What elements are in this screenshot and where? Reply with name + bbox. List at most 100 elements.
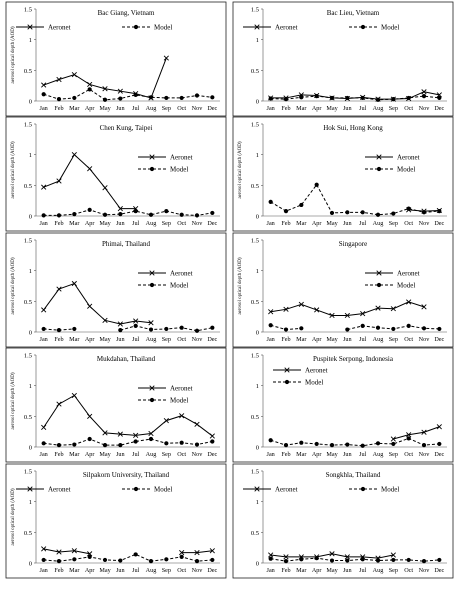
x-tick-label: Jun	[116, 567, 125, 574]
x-tick-label: Oct	[404, 220, 413, 227]
legend-model-label: Model	[154, 485, 172, 493]
legend-aeronet-marker	[27, 24, 33, 30]
x-tick-label: Jul	[359, 567, 367, 574]
aeronet-marker-stroke	[360, 554, 366, 560]
model-point	[133, 323, 138, 328]
aeronet-marker-stroke	[390, 306, 396, 312]
aeronet-point	[436, 424, 442, 430]
model-point	[133, 92, 138, 97]
aeronet-marker-stroke	[376, 270, 382, 276]
model-point	[118, 212, 123, 217]
aeronet-series-line	[43, 394, 213, 437]
legend-model-label: Model	[170, 165, 188, 173]
aeronet-marker-stroke	[149, 270, 155, 276]
aeronet-marker-stroke	[102, 185, 108, 191]
model-point	[437, 326, 442, 332]
chart-panel: 0 0.5 1 1.5 Jan Feb Mar Apr May Jun Jul Aug Sep Oct No…	[232, 116, 454, 232]
y-axis-label: aerosol optical depth (AOD)	[11, 488, 16, 545]
x-tick-label: Sep	[389, 220, 398, 227]
y-tick-label: 0.5	[24, 414, 32, 421]
x-tick-label: Oct	[177, 220, 186, 227]
aeronet-point	[298, 554, 304, 560]
legend-aeronet-label: Aeronet	[275, 485, 298, 493]
model-point	[210, 95, 215, 100]
aeronet-marker-stroke	[41, 546, 47, 552]
aeronet-point	[406, 432, 412, 438]
panel-title: Phimai, Thailand	[102, 240, 151, 248]
x-tick-label: Feb	[54, 220, 63, 227]
model-point	[148, 212, 154, 217]
y-tick-label: 1	[29, 383, 32, 390]
model-point	[391, 557, 396, 563]
y-tick-label: 0	[256, 214, 259, 221]
aeronet-marker-stroke	[360, 310, 366, 317]
legend-model-marker	[360, 486, 366, 492]
model-point	[283, 208, 289, 214]
model-point	[41, 213, 46, 218]
aeronet-marker-stroke	[133, 432, 139, 438]
x-tick-label: Apr	[312, 220, 322, 227]
y-tick-label: 1	[256, 268, 259, 275]
x-tick-label: Mar	[69, 451, 79, 458]
aeronet-marker-stroke	[194, 549, 200, 556]
aeronet-point	[268, 309, 274, 315]
y-tick-label: 0.5	[251, 299, 259, 306]
aeronet-point	[148, 430, 154, 437]
aeronet-marker-stroke	[283, 306, 289, 312]
aeronet-marker-stroke	[148, 320, 154, 326]
aeronet-point	[163, 55, 169, 61]
aeronet-point	[71, 548, 77, 554]
model-point	[299, 440, 304, 445]
x-tick-label: Apr	[312, 451, 322, 458]
model-point	[421, 93, 427, 99]
panel-frame	[5, 116, 227, 232]
legend-model-label: Model	[397, 165, 415, 173]
y-tick-label: 1.5	[251, 7, 259, 14]
aeronet-point	[56, 549, 62, 555]
x-tick-label: Oct	[177, 451, 186, 458]
model-point	[194, 213, 200, 218]
x-tick-label: Feb	[54, 105, 63, 112]
aeronet-marker-stroke	[117, 88, 123, 94]
x-tick-label: Oct	[177, 336, 186, 343]
aeronet-point	[163, 418, 169, 424]
aeronet-point	[406, 207, 412, 213]
legend-aeronet-label: Aeronet	[170, 269, 193, 277]
x-tick-label: Jun	[116, 451, 125, 458]
aeronet-marker-stroke	[149, 385, 155, 391]
aeronet-marker-stroke	[56, 76, 62, 83]
model-point	[329, 558, 335, 563]
aeronet-point	[375, 305, 381, 311]
x-tick-label: Dec	[207, 220, 217, 227]
x-tick-label: Jul	[132, 336, 140, 343]
x-tick-label: Dec	[207, 105, 217, 112]
aeronet-marker-stroke	[87, 166, 93, 172]
aeronet-point	[298, 301, 304, 308]
aeronet-marker-stroke	[27, 486, 33, 492]
model-series-line	[270, 183, 440, 216]
model-point	[268, 438, 273, 443]
aeronet-marker-stroke	[87, 413, 93, 419]
aeronet-point	[421, 208, 427, 214]
y-tick-label: 1.5	[251, 469, 259, 476]
x-tick-label: Aug	[146, 336, 157, 343]
x-tick-label: Jan	[267, 220, 275, 227]
y-tick-label: 0	[29, 214, 32, 221]
model-point	[194, 442, 200, 447]
aeronet-marker-stroke	[329, 312, 335, 319]
x-tick-label: Aug	[146, 105, 157, 112]
aeronet-point	[87, 551, 93, 557]
model-point	[283, 327, 289, 332]
x-tick-label: Aug	[373, 451, 384, 458]
x-tick-label: Jul	[132, 567, 140, 574]
chart-panel: 0 0.5 1 1.5 Jan Feb Mar Apr May Jun Jul Aug Sep Oct No…	[232, 1, 454, 117]
aeronet-point	[329, 551, 335, 557]
x-tick-label: Jul	[132, 105, 140, 112]
x-tick-label: Jul	[359, 105, 367, 112]
aeronet-marker-stroke	[268, 95, 274, 101]
aeronet-point	[56, 76, 62, 83]
aeronet-point	[87, 81, 93, 88]
x-tick-label: Nov	[192, 220, 204, 227]
x-tick-label: Feb	[54, 567, 63, 574]
